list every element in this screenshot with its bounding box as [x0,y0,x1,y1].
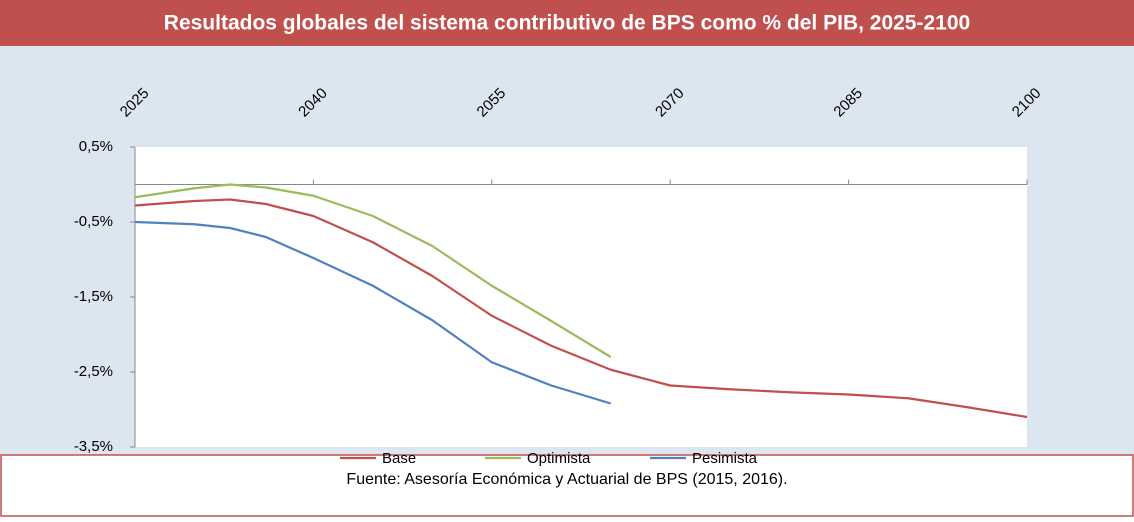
source-box [0,454,1134,517]
series-line [134,198,1028,419]
chart-title: Resultados globales del sistema contribu… [164,12,970,35]
y-tick-label: 0,5% [79,138,113,155]
y-tick-label: -3,5% [74,438,113,455]
source: Fuente: Asesoría Económica y Actuarial d… [346,471,787,488]
series-line [134,183,612,358]
y-tick-label: -0,5% [74,213,113,230]
legend-label: Pesimista [692,450,758,467]
plot-area [135,147,1027,447]
series-line [134,220,612,405]
legend-label: Optimista [527,450,591,467]
title-bar [0,0,1134,46]
y-tick-label: -2,5% [74,363,113,380]
y-tick-label: -1,5% [74,288,113,305]
legend-label: Base [382,450,416,467]
